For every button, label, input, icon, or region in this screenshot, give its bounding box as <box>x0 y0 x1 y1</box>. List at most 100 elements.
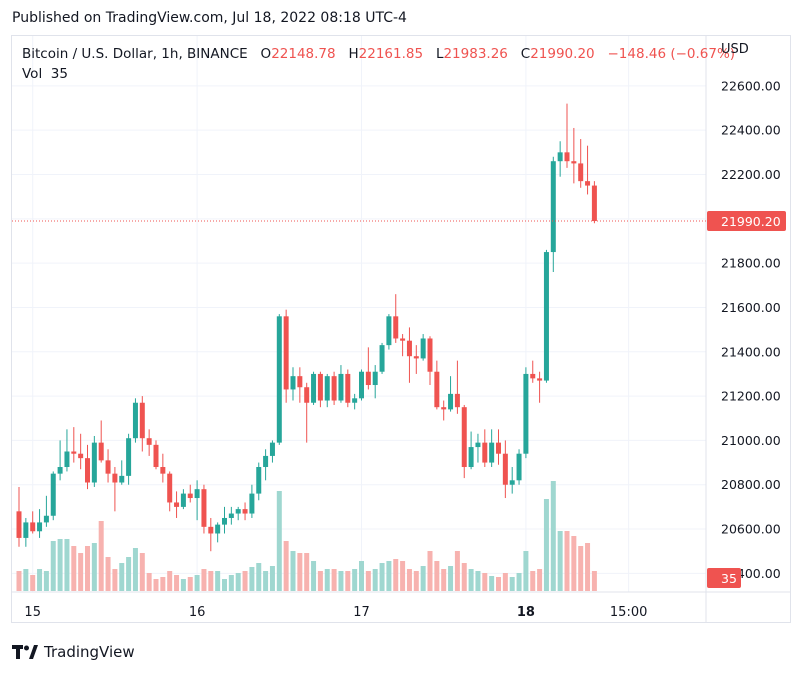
candle-body[interactable] <box>228 513 234 518</box>
candle-body[interactable] <box>50 473 56 516</box>
candle-body[interactable] <box>194 489 200 499</box>
candle-body[interactable] <box>317 373 323 401</box>
volume-bar <box>215 571 221 591</box>
candle-body[interactable] <box>290 376 296 390</box>
candle-body[interactable] <box>132 402 138 439</box>
y-tick-label: 20600.00 <box>721 522 781 537</box>
candle-body[interactable] <box>98 442 104 461</box>
candle-body[interactable] <box>43 515 49 523</box>
symbol-label[interactable]: Bitcoin / U.S. Dollar, 1h, BINANCE <box>22 46 248 62</box>
candle-body[interactable] <box>91 442 97 483</box>
candle-body[interactable] <box>85 458 90 483</box>
candle-body[interactable] <box>78 453 84 459</box>
currency-label[interactable]: USD <box>721 42 749 57</box>
volume-bar <box>420 566 426 591</box>
candle-body[interactable] <box>365 371 371 386</box>
candle-body[interactable] <box>585 181 591 186</box>
candle-body[interactable] <box>475 442 481 448</box>
candle-body[interactable] <box>502 453 508 485</box>
candle-body[interactable] <box>256 467 262 494</box>
candle-body[interactable] <box>379 345 385 372</box>
candle-body[interactable] <box>139 402 145 439</box>
candle-body[interactable] <box>543 252 549 381</box>
published-header: Published on TradingView.com, Jul 18, 20… <box>12 10 407 26</box>
candle-body[interactable] <box>571 161 577 164</box>
candle-body[interactable] <box>222 517 227 525</box>
candle-body[interactable] <box>489 442 495 463</box>
candle-body[interactable] <box>557 152 563 162</box>
candle-body[interactable] <box>153 444 159 468</box>
candle-body[interactable] <box>269 442 275 456</box>
candle-body[interactable] <box>30 522 36 532</box>
candle-body[interactable] <box>64 451 70 468</box>
candle-body[interactable] <box>516 453 522 481</box>
change-value: −148.46 (−0.67%) <box>607 46 736 62</box>
candle-body[interactable] <box>324 376 330 401</box>
last-volume-badge[interactable] <box>707 568 741 588</box>
candle-body[interactable] <box>180 493 186 507</box>
volume-bar <box>317 571 323 591</box>
candle-body[interactable] <box>496 442 501 454</box>
candle-body[interactable] <box>331 376 337 401</box>
candle-body[interactable] <box>187 493 193 499</box>
candle-body[interactable] <box>57 467 63 474</box>
candle-body[interactable] <box>311 373 317 403</box>
candle-body[interactable] <box>119 475 125 483</box>
candle-body[interactable] <box>413 356 419 359</box>
volume-bar <box>441 569 447 591</box>
candle-body[interactable] <box>441 407 447 410</box>
candle-body[interactable] <box>400 338 406 341</box>
candle-body[interactable] <box>454 393 460 408</box>
candle-body[interactable] <box>249 493 255 514</box>
candle-body[interactable] <box>174 502 180 507</box>
candle-body[interactable] <box>208 526 214 534</box>
candle-body[interactable] <box>509 480 515 485</box>
candle-body[interactable] <box>297 376 303 388</box>
candle-body[interactable] <box>71 451 77 454</box>
candle-body[interactable] <box>578 163 584 182</box>
price-chart[interactable]: 20400.0020600.0020800.0021000.0021200.00… <box>12 36 791 622</box>
candle-body[interactable] <box>448 393 454 410</box>
volume-bar <box>564 531 570 591</box>
candle-body[interactable] <box>105 460 111 474</box>
candle-body[interactable] <box>126 438 132 476</box>
candle-body[interactable] <box>215 524 221 534</box>
candle-body[interactable] <box>564 152 570 162</box>
candle-body[interactable] <box>345 373 351 403</box>
candle-body[interactable] <box>468 447 474 468</box>
footer-brand[interactable]: TradingView <box>12 643 135 661</box>
candle-body[interactable] <box>167 473 173 503</box>
candle-body[interactable] <box>461 407 467 468</box>
volume-label[interactable]: Vol <box>22 66 43 82</box>
candle-body[interactable] <box>112 473 118 483</box>
candle-body[interactable] <box>283 316 289 390</box>
candle-body[interactable] <box>201 489 207 527</box>
candle-body[interactable] <box>537 378 543 381</box>
candle-body[interactable] <box>16 511 22 538</box>
candle-body[interactable] <box>242 509 248 514</box>
candle-body[interactable] <box>530 373 536 379</box>
candle-body[interactable] <box>352 398 358 403</box>
candle-body[interactable] <box>393 316 399 339</box>
candle-body[interactable] <box>23 522 29 538</box>
candle-body[interactable] <box>263 455 269 468</box>
candle-body[interactable] <box>304 387 310 403</box>
candle-body[interactable] <box>160 467 166 474</box>
candle-body[interactable] <box>420 338 426 359</box>
candle-body[interactable] <box>427 338 433 372</box>
candle-body[interactable] <box>235 509 241 514</box>
candle-body[interactable] <box>434 371 440 408</box>
candle-body[interactable] <box>276 316 282 443</box>
candle-body[interactable] <box>37 522 43 532</box>
last-price-badge[interactable] <box>707 210 786 231</box>
candle-body[interactable] <box>406 340 412 357</box>
candle-body[interactable] <box>386 316 392 346</box>
candle-body[interactable] <box>359 371 364 399</box>
candle-body[interactable] <box>523 373 529 454</box>
candle-body[interactable] <box>338 373 344 401</box>
candle-body[interactable] <box>482 442 488 463</box>
candle-body[interactable] <box>591 185 597 222</box>
candle-body[interactable] <box>146 438 152 445</box>
candle-body[interactable] <box>550 161 556 253</box>
candle-body[interactable] <box>372 371 378 386</box>
